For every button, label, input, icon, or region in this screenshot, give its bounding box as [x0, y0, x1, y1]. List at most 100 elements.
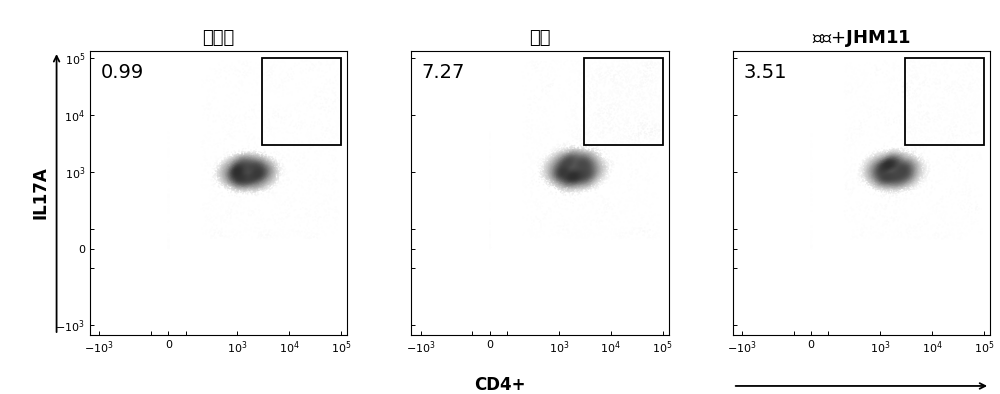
- Point: [571, 181, 587, 188]
- Point: [244, 164, 260, 171]
- Point: [233, 154, 249, 160]
- Point: [553, 160, 569, 167]
- Point: [554, 95, 570, 101]
- Point: [924, 81, 940, 87]
- Point: [884, 164, 900, 171]
- Point: [569, 158, 585, 164]
- Point: [871, 175, 887, 182]
- Point: [567, 164, 583, 171]
- Point: [249, 65, 265, 71]
- Point: [875, 158, 891, 164]
- Point: [329, 121, 345, 127]
- Point: [228, 169, 244, 176]
- Point: [886, 186, 902, 192]
- Point: [557, 168, 573, 174]
- Point: [887, 169, 903, 176]
- Point: [583, 163, 599, 169]
- Point: [233, 154, 249, 161]
- Point: [228, 174, 244, 180]
- Point: [226, 171, 242, 177]
- Point: [240, 157, 256, 163]
- Point: [869, 173, 885, 179]
- Point: [581, 154, 597, 160]
- Point: [226, 175, 242, 182]
- Point: [613, 82, 629, 88]
- Point: [570, 160, 586, 166]
- Point: [564, 168, 580, 175]
- Point: [896, 161, 912, 167]
- Point: [241, 178, 257, 185]
- Point: [240, 182, 256, 188]
- Point: [895, 234, 911, 240]
- Point: [554, 163, 570, 169]
- Point: [550, 157, 566, 163]
- Point: [231, 160, 247, 166]
- Point: [235, 163, 251, 169]
- Point: [305, 68, 321, 74]
- Point: [286, 102, 302, 108]
- Point: [850, 97, 866, 103]
- Point: [230, 173, 246, 180]
- Point: [899, 165, 915, 172]
- Point: [311, 93, 327, 100]
- Point: [969, 138, 985, 145]
- Point: [560, 173, 576, 179]
- Point: [240, 184, 256, 190]
- Point: [252, 154, 268, 160]
- Point: [221, 179, 237, 186]
- Point: [886, 178, 902, 184]
- Point: [235, 125, 251, 131]
- Point: [253, 169, 269, 175]
- Point: [891, 184, 907, 190]
- Point: [879, 179, 895, 186]
- Point: [565, 182, 581, 189]
- Point: [871, 180, 887, 187]
- Point: [260, 167, 276, 174]
- Point: [882, 167, 898, 173]
- Point: [862, 113, 878, 120]
- Point: [255, 165, 271, 171]
- Point: [870, 159, 886, 165]
- Point: [898, 163, 914, 169]
- Point: [856, 170, 872, 176]
- Point: [594, 159, 610, 165]
- Point: [231, 165, 247, 172]
- Point: [218, 161, 234, 167]
- Point: [804, 239, 820, 245]
- Point: [241, 152, 257, 158]
- Point: [881, 182, 897, 188]
- Point: [893, 168, 909, 175]
- Point: [558, 154, 574, 161]
- Point: [250, 176, 266, 182]
- Point: [883, 166, 899, 173]
- Point: [238, 160, 254, 166]
- Point: [237, 150, 253, 156]
- Point: [482, 141, 498, 147]
- Point: [589, 162, 605, 169]
- Point: [579, 173, 595, 179]
- Point: [901, 185, 917, 191]
- Point: [878, 165, 894, 171]
- Point: [899, 165, 915, 172]
- Point: [888, 178, 904, 184]
- Point: [865, 169, 881, 175]
- Point: [904, 179, 920, 186]
- Point: [883, 173, 899, 179]
- Point: [591, 159, 607, 165]
- Point: [564, 155, 580, 162]
- Point: [878, 183, 894, 189]
- Point: [241, 174, 257, 180]
- Point: [482, 192, 498, 198]
- Point: [223, 173, 239, 179]
- Point: [567, 105, 583, 112]
- Point: [581, 152, 597, 158]
- Point: [905, 155, 921, 161]
- Point: [554, 169, 570, 175]
- Point: [885, 154, 901, 161]
- Point: [858, 177, 874, 183]
- Point: [890, 164, 906, 171]
- Point: [897, 164, 913, 170]
- Point: [226, 165, 242, 171]
- Point: [548, 182, 564, 188]
- Point: [253, 179, 269, 185]
